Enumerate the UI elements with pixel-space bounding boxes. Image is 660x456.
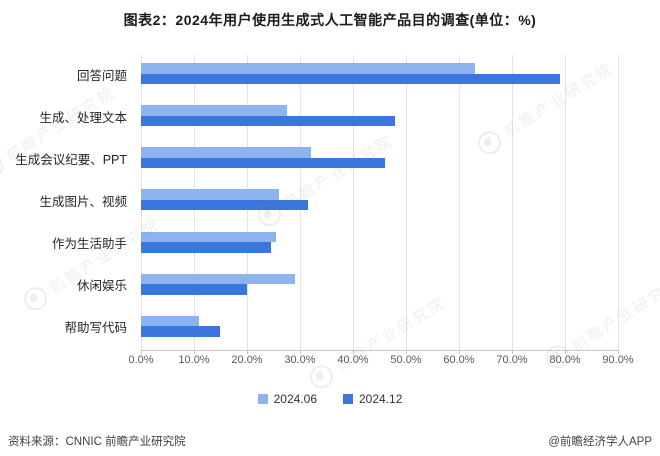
x-tick-label: 70.0%: [496, 354, 528, 366]
x-tick-label: 80.0%: [549, 354, 581, 366]
bar-group: [141, 224, 618, 266]
x-tick-label: 10.0%: [178, 354, 210, 366]
bar-2024.12: [141, 242, 271, 253]
bar-group: [141, 97, 618, 139]
bar-2024.12: [141, 73, 560, 84]
bar-2024.12: [141, 199, 308, 211]
bar-group: [141, 181, 618, 223]
category-label-row: 回答问题: [0, 55, 134, 97]
category-label-row: 帮助写代码: [0, 308, 134, 350]
bar-group: [141, 266, 618, 308]
gridline: [512, 55, 513, 350]
x-axis-labels: 0.0% 10.0% 20.0% 30.0% 40.0% 50.0% 60.0% 70.0% 8…: [128, 354, 633, 370]
gridline: [618, 55, 619, 350]
bar-2024.06: [141, 231, 277, 243]
bar-2024.12: [141, 157, 385, 169]
category-label-row: 作为生活助手: [0, 224, 134, 266]
bar-group: [141, 308, 618, 350]
category-label: 生成图片、视频: [39, 194, 127, 209]
gridline: [565, 55, 566, 350]
axis-tick: [618, 350, 619, 354]
bar-2024.06: [141, 273, 295, 285]
legend-swatch-icon: [343, 394, 353, 404]
bar-2024.12: [141, 326, 221, 337]
source-note: 资料来源：CNNIC 前瞻产业研究院: [8, 436, 186, 448]
x-tick-label: 40.0%: [337, 354, 369, 366]
category-label-row: 生成图片、视频: [0, 181, 134, 223]
y-axis-labels: 回答问题生成、处理文本生成会议纪要、PPT 生成图片、视频作为生活助手休闲娱乐帮助…: [0, 55, 134, 350]
bar-group: [141, 55, 618, 97]
bar-group: [141, 139, 618, 181]
bar-2024.06: [141, 189, 279, 200]
bar-2024.12: [141, 284, 247, 295]
axis-tick: [141, 350, 142, 354]
legend-label: 2024.12: [359, 392, 403, 406]
category-label: 生成、处理文本: [39, 110, 127, 125]
chart-title: 图表2：2024年用户使用生成式人工智能产品目的调查(单位：%): [123, 12, 537, 28]
x-tick-label: 90.0%: [602, 354, 634, 366]
category-label-row: 生成会议纪要、PPT: [0, 139, 134, 181]
axis-tick: [353, 350, 354, 354]
axis-tick: [406, 350, 407, 354]
category-label-row: 休闲娱乐: [0, 266, 134, 308]
category-label: 休闲娱乐: [76, 279, 127, 294]
x-tick-label: 20.0%: [231, 354, 263, 366]
legend-swatch-icon: [257, 394, 268, 404]
plot-area: [141, 55, 619, 354]
gridline: [458, 55, 460, 350]
x-tick-label: 60.0%: [443, 354, 475, 366]
category-label: 回答问题: [76, 68, 127, 83]
legend-item: 2024.06: [257, 392, 317, 406]
axis-tick: [194, 350, 195, 354]
bar-2024.06: [141, 63, 475, 74]
credit-note: @前瞻经济学人APP: [548, 436, 652, 448]
axis-tick: [512, 350, 513, 354]
bar-2024.06: [141, 105, 287, 116]
axis-tick: [247, 350, 248, 354]
category-label-row: 生成、处理文本: [0, 97, 134, 139]
category-label: 生成会议纪要、PPT: [15, 152, 127, 167]
x-tick-label: 50.0%: [390, 354, 422, 366]
x-tick-label: 0.0%: [128, 354, 154, 366]
bar-2024.12: [141, 115, 396, 127]
gridline: [406, 55, 407, 350]
legend: 2024.06 2024.12: [0, 392, 660, 406]
x-tick-label: 30.0%: [284, 354, 316, 366]
legend-label: 2024.06: [273, 392, 317, 406]
category-label: 作为生活助手: [51, 237, 127, 252]
legend-item: 2024.12: [343, 392, 402, 406]
category-label: 帮助写代码: [64, 321, 127, 336]
bar-2024.06: [141, 315, 200, 327]
bars-container: [141, 55, 618, 350]
axis-tick: [458, 350, 460, 354]
bar-2024.06: [141, 147, 311, 158]
axis-tick: [299, 350, 301, 354]
gridline: [353, 55, 354, 350]
axis-tick: [565, 350, 566, 354]
